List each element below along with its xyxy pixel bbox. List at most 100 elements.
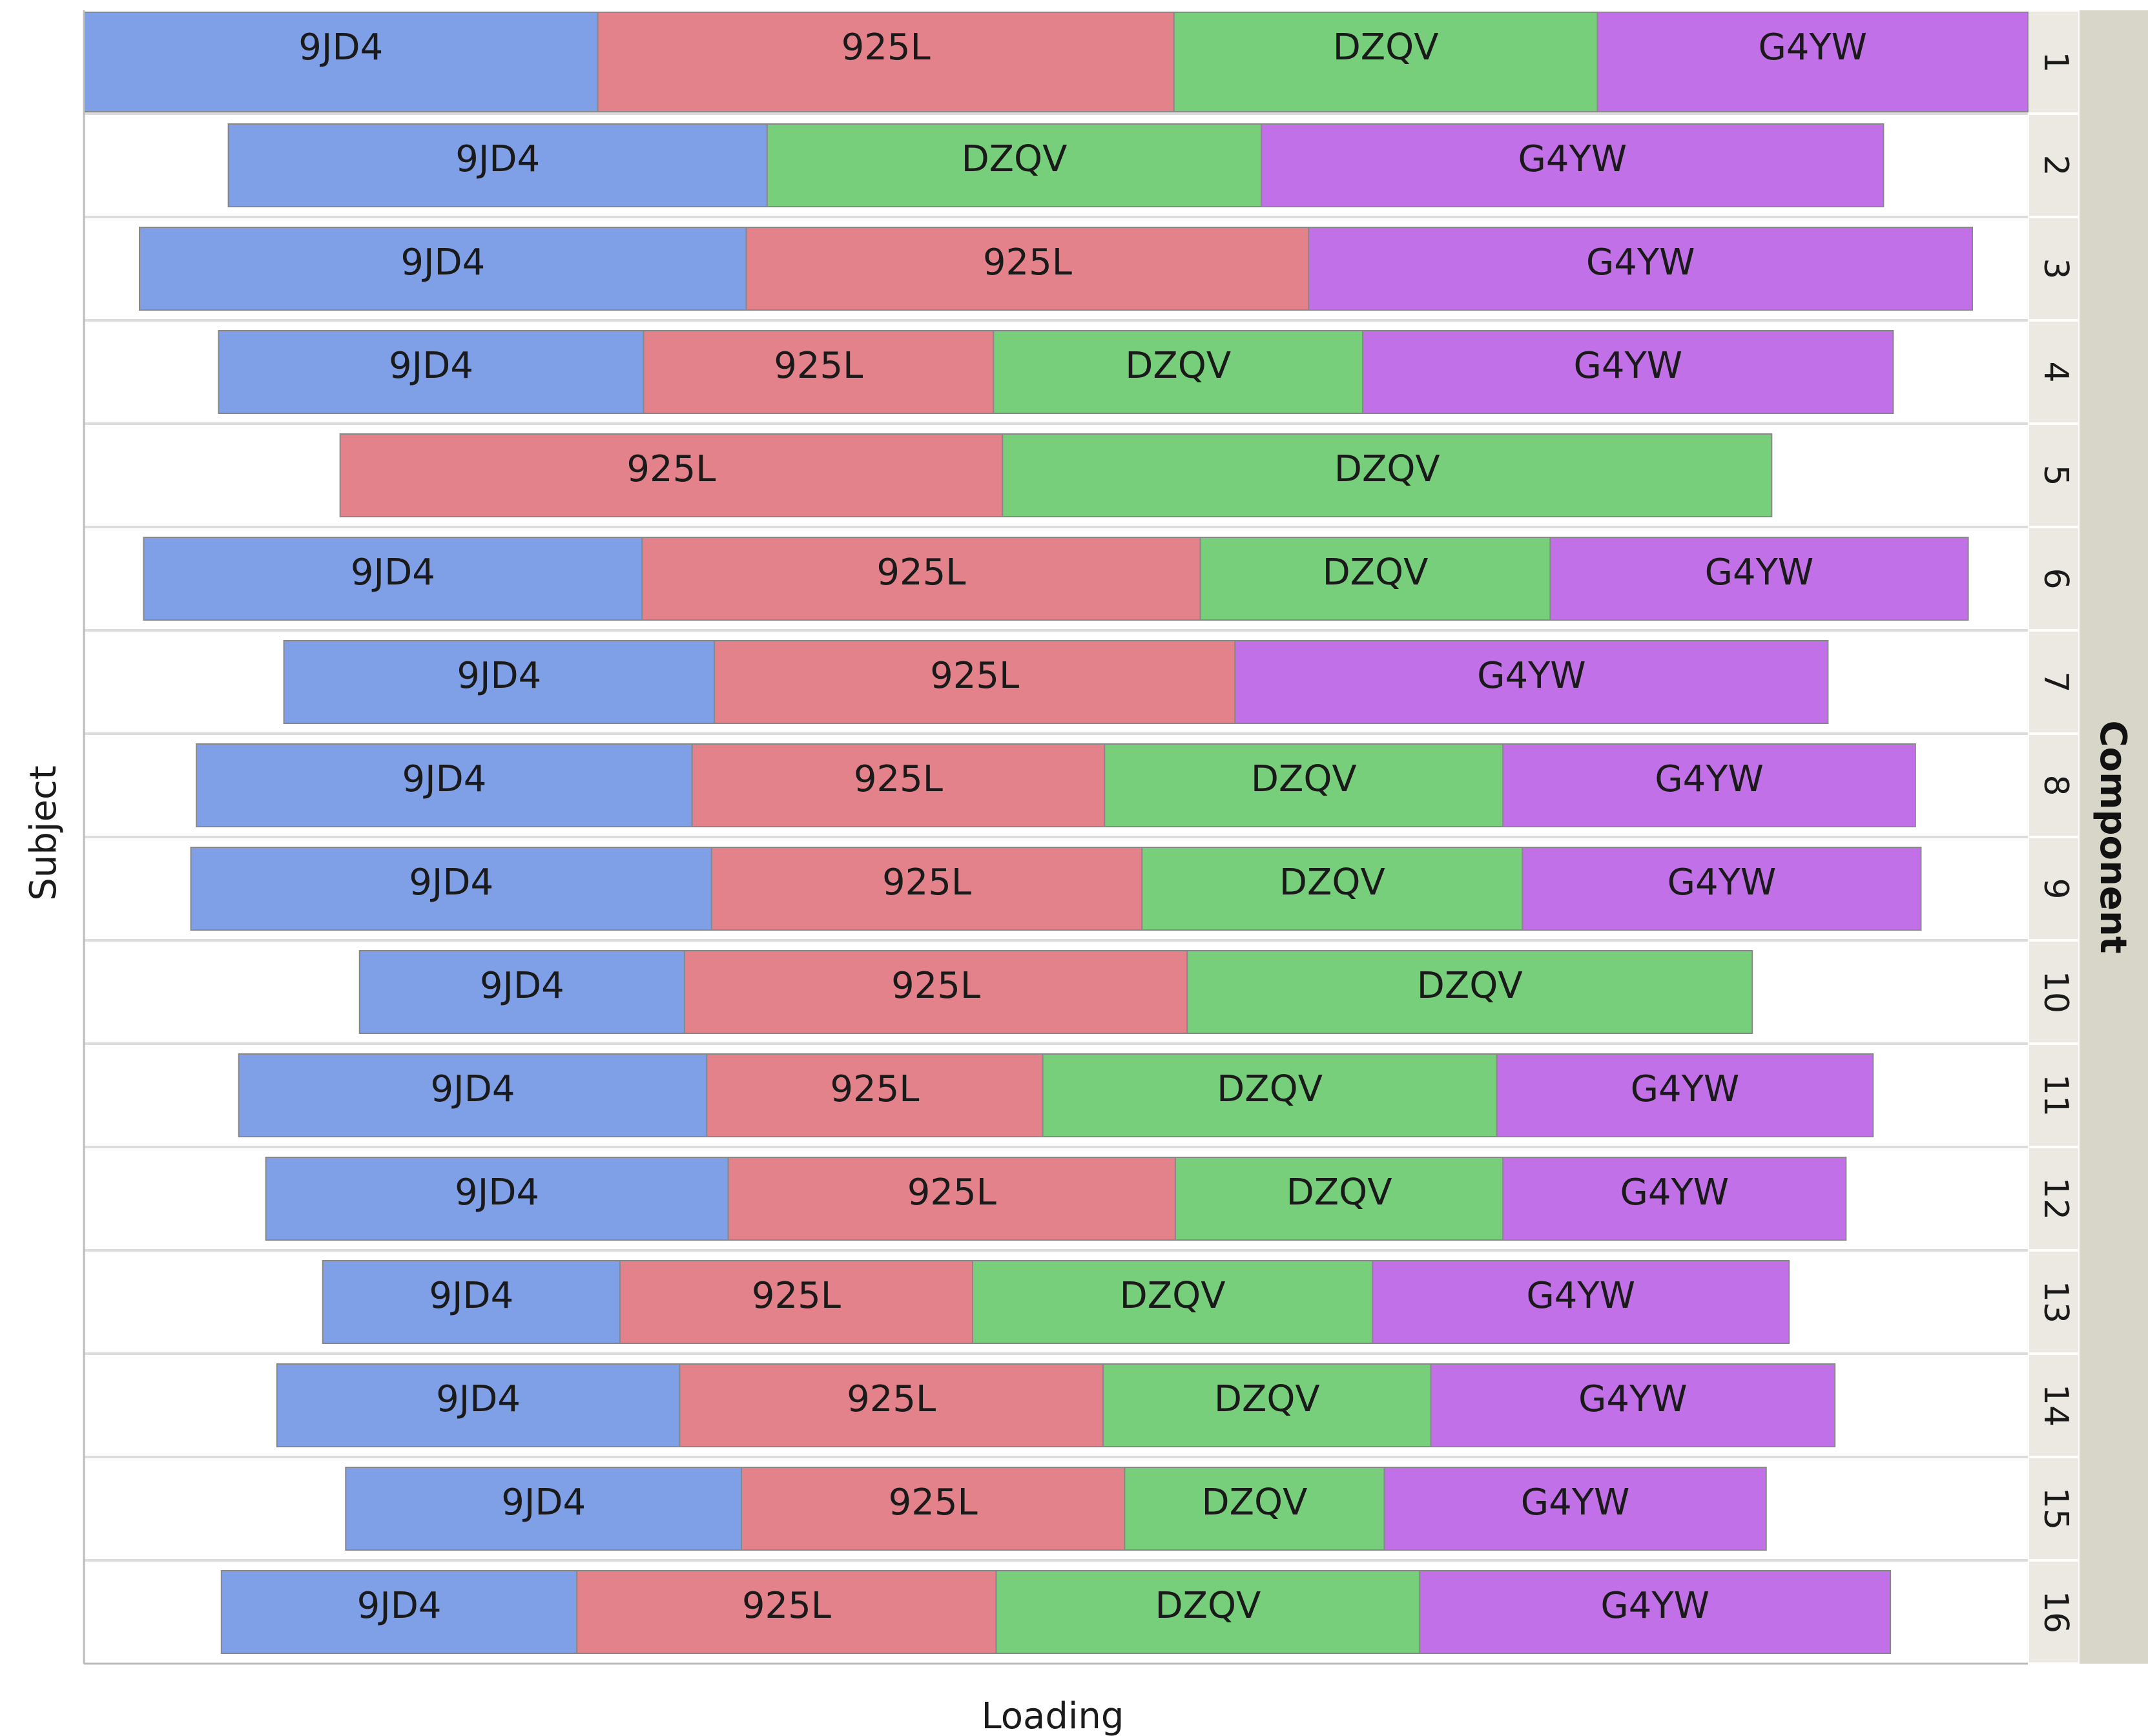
- subject-panels: 9JD4 925L DZQV G4YW 9JD4 DZQV G4YW 9JD4 925L G4YW…: [83, 10, 2029, 1664]
- segment-label: G4YW: [1477, 655, 1586, 697]
- segment-label: DZQV: [1286, 1172, 1392, 1214]
- bar-segment: [1174, 1157, 1504, 1241]
- bar-segment: [766, 123, 1263, 207]
- subject-strip: [2029, 218, 2078, 319]
- subject-strip-label: 3: [2036, 258, 2075, 279]
- segment-label: G4YW: [1578, 1378, 1688, 1420]
- subject-strip-label: 16: [2036, 1591, 2075, 1633]
- subject-strip: [2029, 942, 2078, 1042]
- subject-strip: [2029, 1252, 2078, 1352]
- subject-strip-label: 15: [2036, 1487, 2075, 1530]
- segment-label: DZQV: [962, 138, 1068, 180]
- segment-label: 9JD4: [455, 1172, 539, 1214]
- subject-strip: [2029, 12, 2078, 112]
- bar-segment: [679, 1363, 1104, 1447]
- subject-strip: [2029, 322, 2078, 422]
- subject-strip-label: 4: [2036, 361, 2075, 382]
- bar-segment: [1173, 12, 1598, 112]
- bar-segment: [1186, 950, 1753, 1034]
- segment-label: G4YW: [1526, 1275, 1635, 1317]
- bar-segment: [1002, 433, 1773, 517]
- subject-strip: [2029, 838, 2078, 939]
- bar-segment: [710, 847, 1143, 931]
- bar-segment: [714, 640, 1236, 724]
- facet-label: Component: [2092, 721, 2134, 954]
- bar-segment: [1502, 743, 1916, 827]
- subject-strip: [2029, 1458, 2078, 1559]
- segment-label: DZQV: [1334, 448, 1440, 490]
- segment-label: DZQV: [1279, 862, 1385, 904]
- bar-segment: [1362, 330, 1894, 414]
- segment-label: 9JD4: [501, 1482, 586, 1524]
- segment-label: 925L: [626, 448, 716, 490]
- bar-segment: [143, 537, 643, 621]
- segment-label: 9JD4: [436, 1378, 521, 1420]
- component-strip: [2080, 10, 2148, 1664]
- segment-label: 9JD4: [400, 242, 485, 284]
- subject-strip-label: 11: [2036, 1074, 2075, 1117]
- segment-label: 925L: [847, 1378, 936, 1420]
- x-axis-label: Loading: [982, 1695, 1124, 1736]
- subject-strip-label: 8: [2036, 774, 2075, 796]
- segment-label: G4YW: [1758, 26, 1867, 68]
- bar-segment: [1502, 1157, 1847, 1241]
- bar-segment: [1522, 847, 1922, 931]
- subject-strip-label: 14: [2036, 1384, 2075, 1427]
- segment-label: 925L: [830, 1068, 919, 1110]
- segment-label: G4YW: [1668, 862, 1777, 904]
- bar-segment: [1042, 1053, 1498, 1137]
- segment-label: DZQV: [1120, 1275, 1226, 1317]
- subject-strip: [2029, 735, 2078, 836]
- bar-segment: [1308, 227, 1973, 311]
- subject-strip: [2029, 115, 2078, 216]
- segment-label: DZQV: [1217, 1068, 1323, 1110]
- segment-label: 925L: [891, 965, 980, 1007]
- segment-label: DZQV: [1155, 1585, 1261, 1627]
- bar-segment: [218, 330, 645, 414]
- segment-label: DZQV: [1214, 1378, 1320, 1420]
- subject-strip-label: 10: [2036, 971, 2075, 1013]
- segment-label: 925L: [889, 1482, 978, 1524]
- segment-label: G4YW: [1586, 242, 1695, 284]
- y-axis-label: Subject: [23, 765, 65, 900]
- bar-segment: [741, 1467, 1126, 1551]
- subject-strip: [2029, 1562, 2078, 1662]
- bar-segment: [619, 1260, 973, 1344]
- bar-segment: [691, 743, 1106, 827]
- subject-strip-label: 9: [2036, 878, 2075, 899]
- bar-segment: [706, 1053, 1044, 1137]
- segment-label: 9JD4: [389, 345, 473, 387]
- subject-strip-label: 2: [2036, 154, 2075, 176]
- bar-segment: [727, 1157, 1176, 1241]
- segment-label: 925L: [930, 655, 1019, 697]
- segment-label: 925L: [842, 26, 931, 68]
- bar-segment: [83, 12, 599, 112]
- segment-label: 925L: [774, 345, 863, 387]
- bar-segment: [1549, 537, 1969, 621]
- bar-segment: [1234, 640, 1829, 724]
- bar-segment: [1104, 743, 1504, 827]
- subject-strip: [2029, 1355, 2078, 1456]
- segment-label: 925L: [752, 1275, 841, 1317]
- bar-segment: [238, 1053, 708, 1137]
- segment-label: DZQV: [1202, 1482, 1308, 1524]
- subject-strip-label: 13: [2036, 1281, 2075, 1323]
- subject-strip-label: 5: [2036, 464, 2075, 486]
- segment-label: 925L: [983, 242, 1072, 284]
- bar-segment: [220, 1570, 578, 1654]
- segment-label: DZQV: [1125, 345, 1231, 387]
- subject-strip: [2029, 425, 2078, 526]
- subject-strip-label: 1: [2036, 51, 2075, 72]
- segment-label: 925L: [882, 862, 971, 904]
- bar-segment: [139, 227, 747, 311]
- bar-segment: [1199, 537, 1551, 621]
- bar-segment: [1596, 12, 2029, 112]
- bar-segment: [345, 1467, 743, 1551]
- segment-label: G4YW: [1573, 345, 1682, 387]
- subject-strip-label: 7: [2036, 671, 2075, 692]
- segment-label: G4YW: [1600, 1585, 1709, 1627]
- segment-label: DZQV: [1333, 26, 1439, 68]
- segment-label: 9JD4: [457, 655, 541, 697]
- bar-segment: [1430, 1363, 1836, 1447]
- segment-label: 925L: [854, 758, 943, 800]
